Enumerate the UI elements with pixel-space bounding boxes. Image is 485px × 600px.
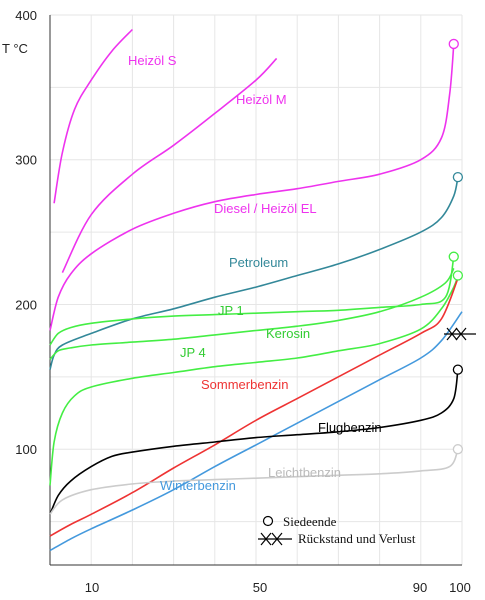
series-line-heiz-l-s	[53, 28, 133, 204]
y-tick-label: 200	[15, 297, 37, 312]
y-tick-label: 400	[15, 8, 37, 23]
series-line-kerosin	[49, 267, 455, 361]
series-label-petroleum: Petroleum	[229, 255, 288, 270]
series-label-heiz-l-s: Heizöl S	[128, 53, 177, 68]
series-label-heiz-l-m: Heizöl M	[236, 92, 287, 107]
series-line-leichtbenzin	[49, 448, 459, 515]
end-marker-jp-1	[448, 251, 459, 262]
legend-label-siedeende: Siedeende	[283, 514, 337, 529]
y-tick-label: 300	[15, 153, 37, 168]
legend-circle-symbol	[262, 515, 274, 527]
series-line-jp-4	[49, 275, 459, 486]
x-tick-label: 90	[413, 580, 427, 595]
legend-label-rueckstand: Rückstand und Verlust	[298, 531, 416, 546]
series-label-winterbenzin: Winterbenzin	[160, 478, 236, 493]
end-marker-jp-4	[452, 270, 464, 281]
series-line-jp-1	[49, 256, 455, 346]
series-line-winterbenzin	[49, 311, 463, 552]
y-tick-label: 100	[15, 442, 37, 457]
legend: Siedeende Rückstand und Verlust	[258, 514, 416, 546]
x-tick-label: 50	[253, 580, 267, 595]
series-label-diesel-heiz-l-el: Diesel / Heizöl EL	[214, 201, 317, 216]
grid	[50, 14, 463, 565]
axes: 400 300 200 100 10 50 90 100	[15, 8, 471, 595]
series-label-jp-4: JP 4	[180, 345, 206, 360]
end-marker-flugbenzin	[452, 364, 464, 375]
residue-marker-star	[455, 327, 467, 341]
series-line-diesel-heiz-l-el	[49, 43, 455, 331]
x-tick-label: 100	[449, 580, 471, 595]
series-label-sommerbenzin: Sommerbenzin	[201, 377, 288, 392]
legend-star-symbol	[260, 532, 272, 546]
x-tick-label: 10	[85, 580, 99, 595]
end-marker-leichtbenzin	[452, 444, 464, 455]
series-label-flugbenzin: Flugbenzin	[318, 420, 382, 435]
series-line-sommerbenzin	[49, 278, 459, 537]
series-line-flugbenzin	[49, 369, 459, 515]
series-label-jp-1: JP 1	[218, 303, 244, 318]
legend-star-symbol	[271, 532, 283, 546]
end-markers	[444, 38, 476, 455]
residue-marker-star	[446, 327, 458, 341]
series-label-leichtbenzin: Leichtbenzin	[268, 465, 341, 480]
end-marker-diesel-heiz-l-el	[448, 38, 459, 50]
series-labels: Heizöl S Heizöl M Diesel / Heizöl EL Petrol…	[128, 53, 382, 493]
series-label-kerosin: Kerosin	[266, 326, 310, 341]
end-marker-petroleum	[452, 171, 464, 183]
series-line-heiz-l-m	[61, 57, 278, 273]
y-axis-label: T °C	[2, 41, 28, 56]
series-line-petroleum	[49, 176, 459, 370]
series-lines	[49, 28, 463, 552]
